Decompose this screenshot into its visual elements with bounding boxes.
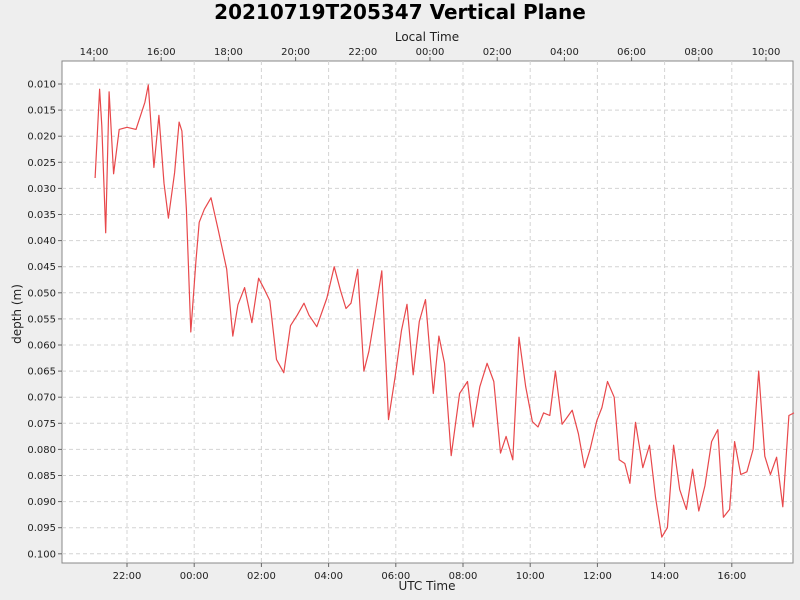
top-tick-label: 06:00 (617, 47, 646, 58)
y-axis-label: depth (m) (10, 284, 24, 344)
y-tick-label: 0.100 (27, 549, 56, 560)
x-tick-label: 14:00 (650, 571, 679, 582)
top-tick-label: 16:00 (147, 47, 176, 58)
x-tick-label: 12:00 (583, 571, 612, 582)
x-tick-label: 16:00 (717, 571, 746, 582)
top-axis-label: Local Time (395, 30, 459, 44)
y-tick-label: 0.060 (27, 341, 56, 352)
x-tick-label: 06:00 (381, 571, 410, 582)
top-tick-label: 02:00 (483, 47, 512, 58)
top-tick-label: 18:00 (214, 47, 243, 58)
y-tick-label: 0.080 (27, 445, 56, 456)
y-tick-label: 0.055 (27, 314, 56, 325)
y-tick-label: 0.050 (27, 288, 56, 299)
top-tick-label: 04:00 (550, 47, 579, 58)
x-tick-label: 10:00 (516, 571, 545, 582)
x-tick-label: 00:00 (180, 571, 209, 582)
top-tick-label: 22:00 (348, 47, 377, 58)
x-tick-label: 02:00 (247, 571, 276, 582)
x-axis-label: UTC Time (399, 579, 456, 593)
chart-title: 20210719T205347 Vertical Plane (214, 0, 586, 24)
top-tick-label: 08:00 (684, 47, 713, 58)
y-tick-label: 0.015 (27, 106, 56, 117)
y-tick-label: 0.035 (27, 210, 56, 221)
top-tick-label: 20:00 (281, 47, 310, 58)
y-tick-label: 0.090 (27, 497, 56, 508)
y-tick-label: 0.020 (27, 132, 56, 143)
series-line-0 (94, 84, 795, 538)
y-tick-label: 0.095 (27, 523, 56, 534)
top-tick-label: 10:00 (752, 47, 781, 58)
x-tick-label: 04:00 (314, 571, 343, 582)
top-tick-label: 00:00 (416, 47, 445, 58)
y-tick-label: 0.085 (27, 471, 56, 482)
y-tick-label: 0.075 (27, 419, 56, 430)
x-tick-label: 08:00 (449, 571, 478, 582)
y-tick-label: 0.070 (27, 393, 56, 404)
y-tick-label: 0.030 (27, 184, 56, 195)
y-tick-label: 0.065 (27, 367, 56, 378)
x-tick-label: 22:00 (113, 571, 142, 582)
y-tick-label: 0.010 (27, 80, 56, 91)
y-tick-label: 0.045 (27, 262, 56, 273)
top-tick-label: 14:00 (80, 47, 109, 58)
y-tick-label: 0.040 (27, 236, 56, 247)
ticks: 0.010 0.015 0.020 0.025 0.030 0.035 0.040 0.045… (27, 47, 780, 582)
series-group (94, 84, 795, 538)
y-tick-label: 0.025 (27, 158, 56, 169)
